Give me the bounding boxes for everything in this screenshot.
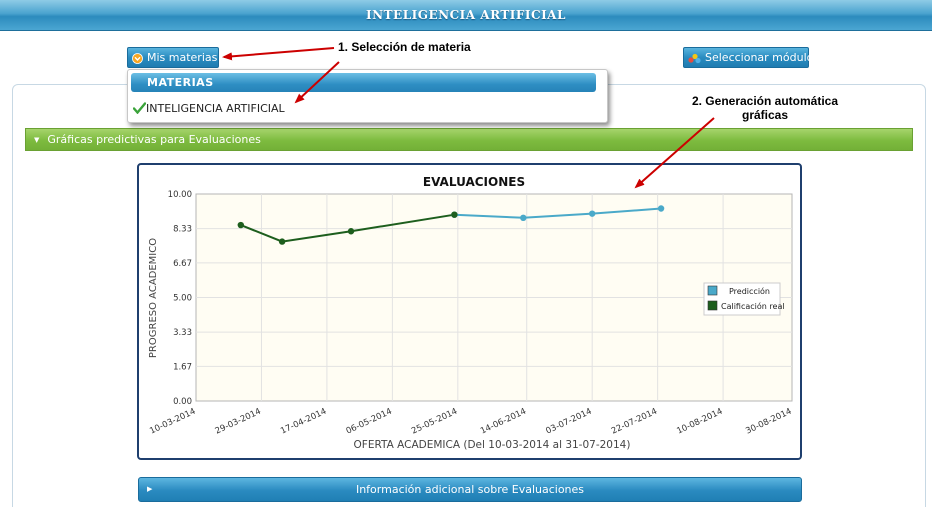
additional-info-title: Información adicional sobre Evaluaciones <box>355 483 585 496</box>
series-line-prediction <box>454 207 662 219</box>
my-subjects-label: Mis materias <box>147 51 218 64</box>
legend-swatch-prediction <box>707 285 718 296</box>
modules-icon <box>688 53 701 63</box>
annotation-step2-line1: 2. Generación automática <box>691 94 839 108</box>
legend-swatch-actual <box>707 300 718 311</box>
additional-info-header[interactable]: ▶ Información adicional sobre Evaluacione… <box>138 477 802 502</box>
select-module-button[interactable]: Seleccionar módulo <box>683 47 813 68</box>
predictive-charts-title: Gráficas predictivas para Evaluaciones <box>47 133 261 146</box>
x-tick-label: 10-08-2014 <box>675 407 724 437</box>
annotation-step1-text: 1. Selección de materia <box>338 40 471 54</box>
caret-down-icon: ▼ <box>34 136 40 144</box>
x-tick-label: 25-05-2014 <box>410 407 459 437</box>
y-tick-label: 10.00 <box>168 190 192 200</box>
checkmark-icon <box>132 102 147 115</box>
x-tick-label: 17-04-2014 <box>279 407 328 437</box>
legend-label-actual: Calificación real <box>721 301 785 311</box>
chart-canvas: EVALUACIONES 0.00 1.67 3.33 5.00 6.67 8.33 10.… <box>148 175 793 451</box>
data-point-actual[interactable] <box>278 238 286 245</box>
evaluations-chart: EVALUACIONES 0.00 1.67 3.33 5.00 6.67 8.33 10.… <box>137 163 802 460</box>
data-point-actual[interactable] <box>237 221 244 229</box>
x-tick-label: 30-08-2014 <box>744 407 793 437</box>
data-point-prediction[interactable] <box>657 205 665 212</box>
page-title: INTELIGENCIA ARTIFICIAL <box>366 8 566 22</box>
legend: Predicción Calificación real <box>703 282 785 316</box>
caret-right-icon: ▶ <box>147 485 153 493</box>
data-point-prediction[interactable] <box>520 214 527 222</box>
data-point-actual[interactable] <box>347 228 355 235</box>
y-tick-label: 8.33 <box>173 225 192 235</box>
subject-item[interactable]: INTELIGENCIA ARTIFICIAL <box>132 101 285 117</box>
x-tick-label: 03-07-2014 <box>544 407 593 437</box>
y-tick-label: 5.00 <box>173 294 192 304</box>
legend-label-prediction: Predicción <box>729 286 770 296</box>
subjects-dropdown-title: MATERIAS <box>147 76 214 89</box>
x-tick-label: 29-03-2014 <box>214 407 263 437</box>
arrow-to-subjects-button <box>222 47 335 61</box>
x-tick-label: 14-06-2014 <box>479 407 528 437</box>
data-point-actual[interactable] <box>451 211 458 218</box>
annotation-step2: 2. Generación automática gráficas <box>690 94 840 122</box>
subject-item-label: INTELIGENCIA ARTIFICIAL <box>146 102 285 115</box>
y-tick-label: 6.67 <box>173 259 192 269</box>
y-axis-label: PROGRESO ACADEMICO <box>148 238 159 358</box>
chart-title: EVALUACIONES <box>423 175 525 189</box>
select-module-label: Seleccionar módulo <box>705 51 814 64</box>
subjects-dropdown-header: MATERIAS <box>131 73 596 92</box>
y-tick-label: 0.00 <box>173 397 192 407</box>
y-tick-label: 1.67 <box>173 362 192 372</box>
y-tick-label: 3.33 <box>173 328 192 338</box>
predictive-charts-header[interactable]: ▼ Gráficas predictivas para Evaluaciones <box>25 128 913 151</box>
annotation-step1: 1. Selección de materia <box>338 40 471 54</box>
x-tick-label: 22-07-2014 <box>610 407 659 437</box>
data-point-prediction[interactable] <box>588 210 596 217</box>
x-tick-label: 06-05-2014 <box>345 407 394 437</box>
series-line-actual <box>240 213 455 243</box>
annotation-step2-line2: gráficas <box>741 108 789 122</box>
page-title-bar: INTELIGENCIA ARTIFICIAL <box>0 0 932 31</box>
chevron-down-circle-icon <box>132 52 143 64</box>
x-axis-label: OFERTA ACADEMICA (Del 10-03-2014 al 31-0… <box>354 439 631 451</box>
x-tick-label: 10-03-2014 <box>148 407 197 437</box>
my-subjects-button[interactable]: Mis materias <box>127 47 219 68</box>
subjects-dropdown: MATERIAS INTELIGENCIA ARTIFICIAL <box>127 69 608 123</box>
